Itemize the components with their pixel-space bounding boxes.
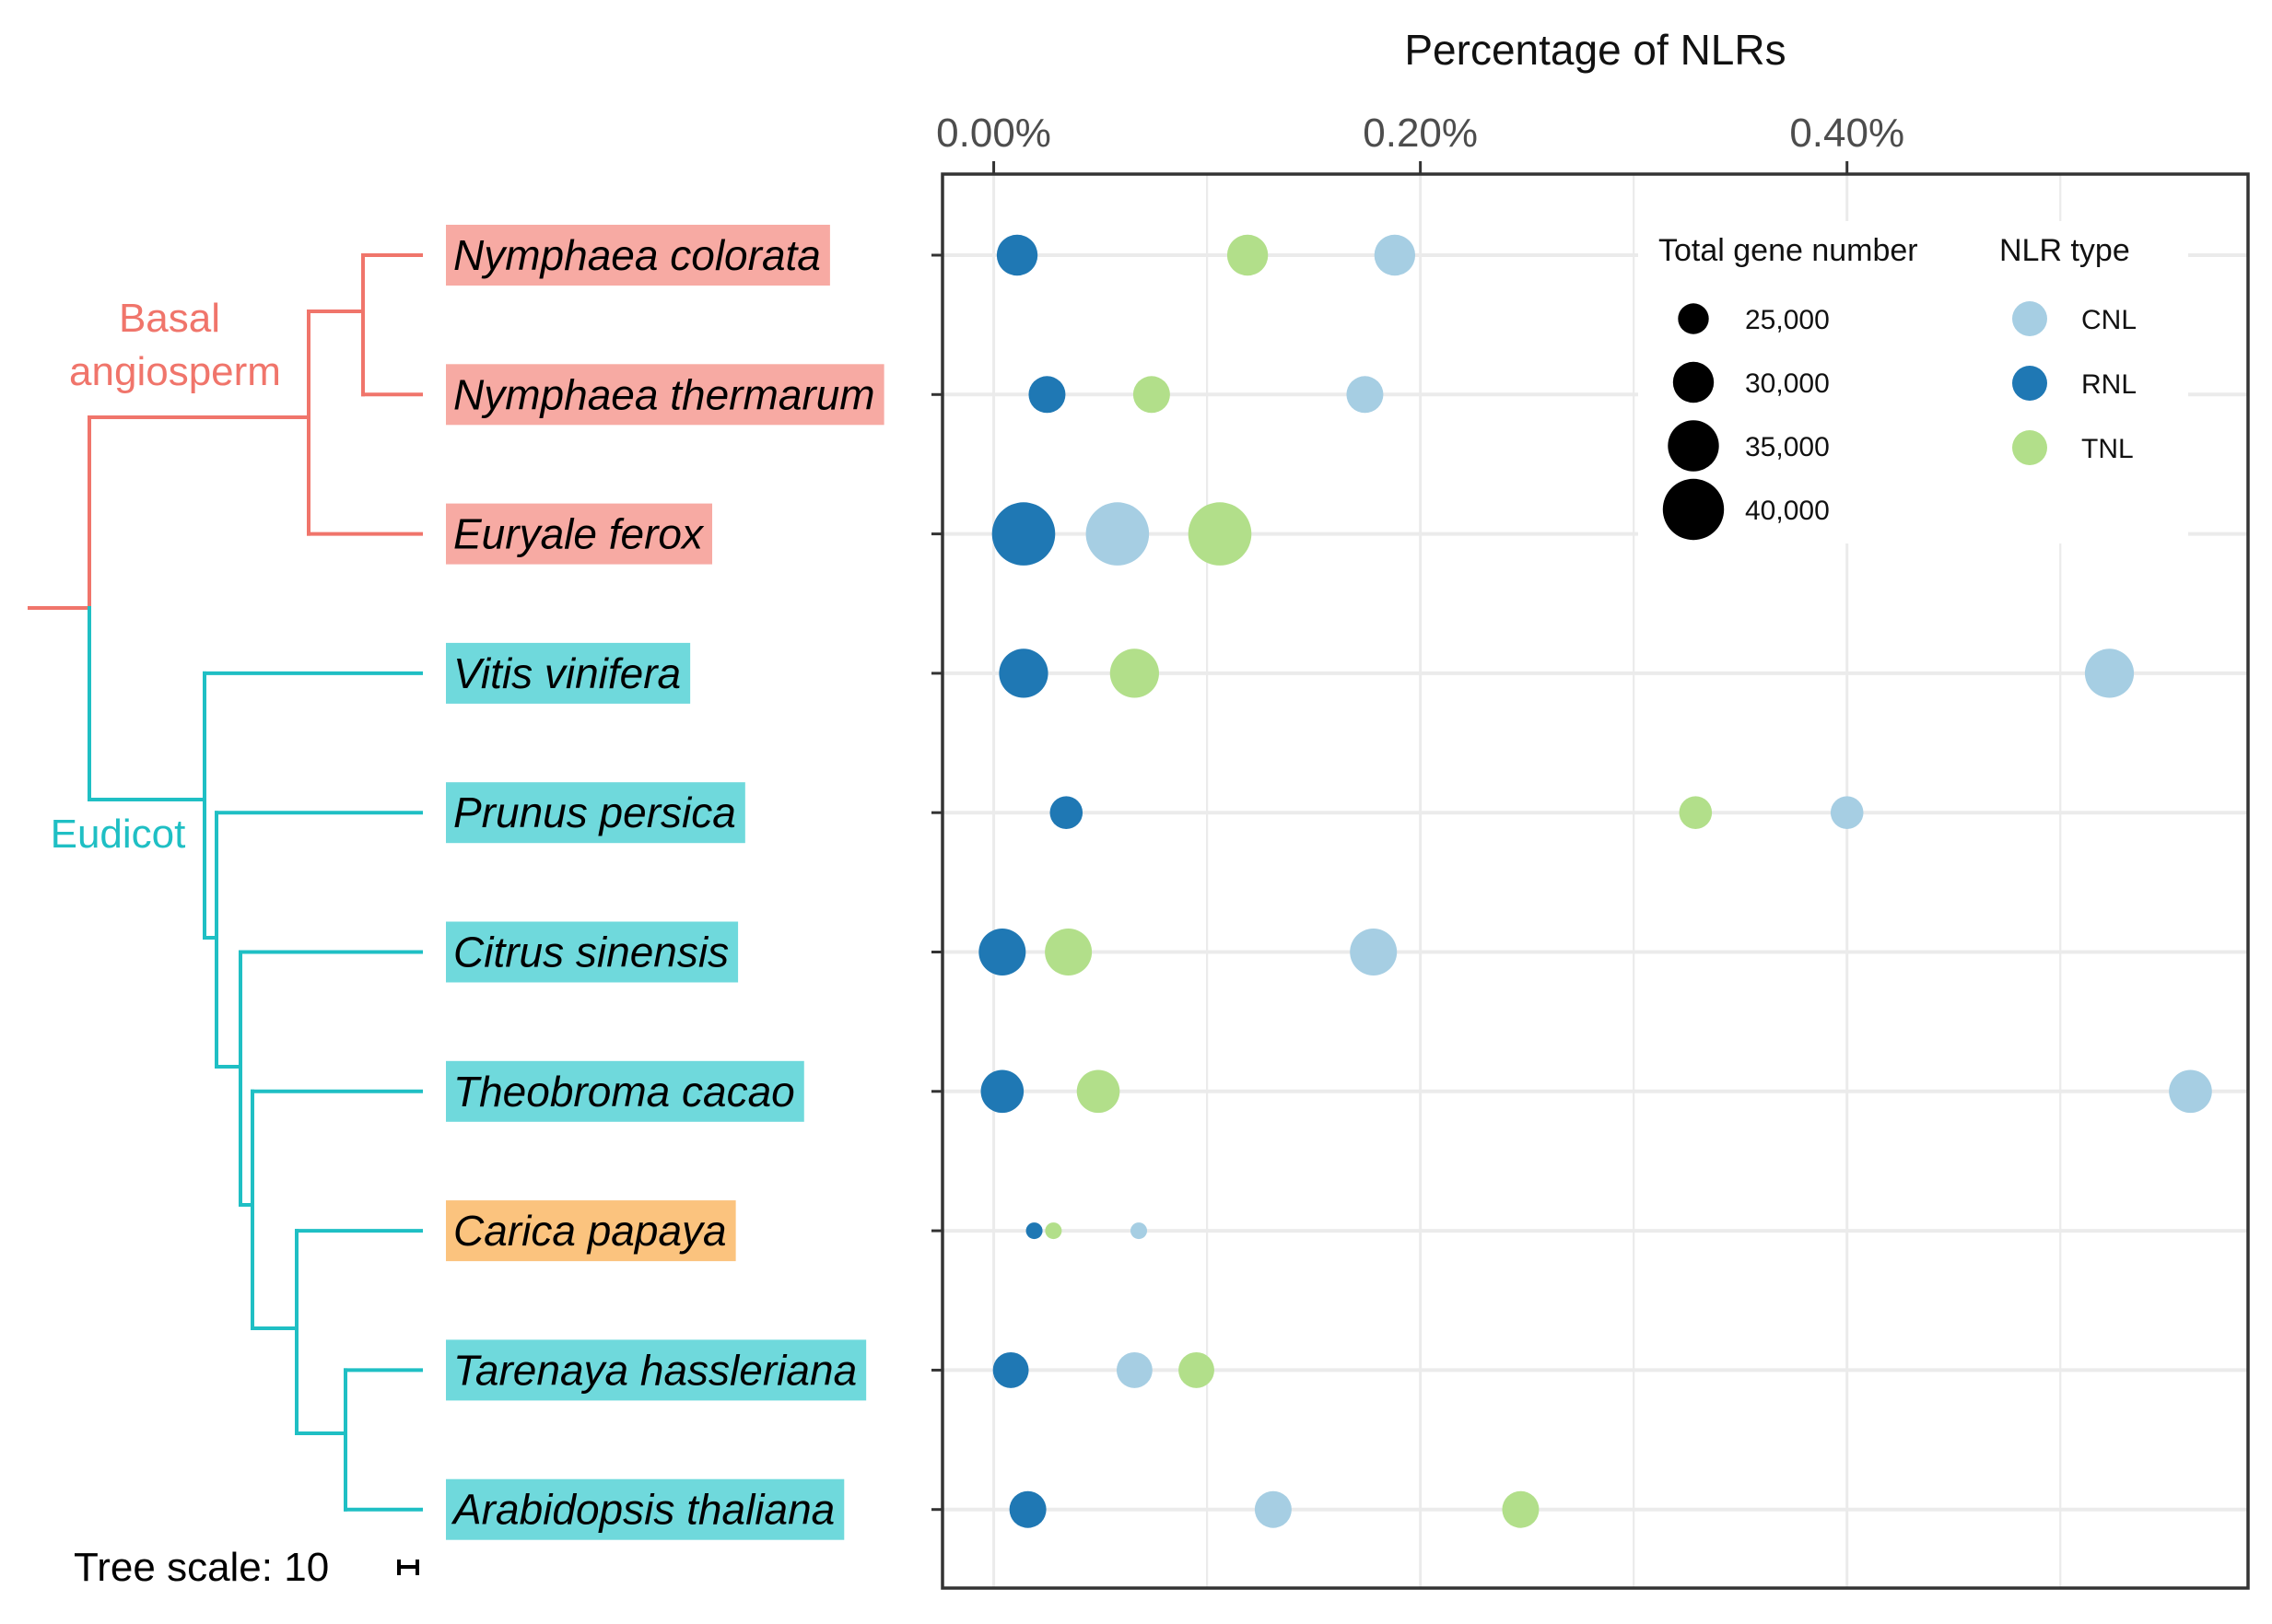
species-label-highlight <box>446 782 745 844</box>
point-cnl-theobroma-cacao <box>2169 1069 2212 1114</box>
point-cnl-carica-papaya <box>1130 1222 1148 1240</box>
dot-plot: 0.00% 0.20% 0.40%Percentage of NLRs <box>931 26 2250 1590</box>
species-label-group: Carica papaya <box>446 1200 736 1262</box>
point-tnl-euryale-ferox <box>1188 502 1252 566</box>
species-label: Tarenaya hassleriana <box>453 1346 857 1394</box>
point-rnl-citrus-sinensis <box>978 929 1026 976</box>
species-label-highlight <box>446 503 713 565</box>
species-label-highlight <box>446 225 830 286</box>
species-label-group: Nymphaea colorata <box>446 225 830 286</box>
species-label-group: Prunus persica <box>446 782 745 844</box>
species-label: Citrus sinensis <box>453 929 729 976</box>
point-tnl-tarenaya-hassleriana <box>1178 1351 1214 1388</box>
point-tnl-nymphaea-colorata <box>1226 234 1269 276</box>
x-tick-label: 0.00% <box>936 111 1051 156</box>
point-cnl-nymphaea-colorata <box>1374 234 1416 276</box>
species-label-highlight <box>446 1339 867 1401</box>
x-tick-label: 0.20% <box>1363 111 1478 156</box>
point-tnl-nymphaea-thermarum <box>1132 376 1170 414</box>
point-cnl-citrus-sinensis <box>1350 929 1398 976</box>
point-rnl-prunus-persica <box>1049 796 1083 829</box>
point-cnl-euryale-ferox <box>1085 502 1150 566</box>
phylogenetic-tree: Basal angiosperm Eudicot Tree scale: 10 <box>28 253 423 1590</box>
color-legend-key <box>2012 366 2047 401</box>
point-rnl-carica-papaya <box>1025 1222 1043 1240</box>
species-label-highlight <box>446 1060 804 1122</box>
species-label: Nymphaea colorata <box>453 231 821 279</box>
data-points <box>978 234 2212 1528</box>
species-label-highlight <box>446 921 739 983</box>
species-label-highlight <box>446 642 691 704</box>
size-legend-key <box>1662 478 1725 541</box>
clade-label-basal-line1: Basal <box>119 296 220 341</box>
species-label-group: Vitis vinifera <box>446 642 691 704</box>
color-legend-label: CNL <box>2081 305 2137 335</box>
point-tnl-arabidopsis-thaliana <box>1502 1490 1540 1528</box>
color-legend-label: RNL <box>2081 369 2137 400</box>
point-tnl-prunus-persica <box>1679 796 1713 829</box>
point-rnl-theobroma-cacao <box>980 1069 1025 1114</box>
point-rnl-nymphaea-colorata <box>996 234 1038 276</box>
species-label-group: Nymphaea thermarum <box>446 364 884 426</box>
species-label-group: Arabidopsis thaliana <box>446 1478 845 1540</box>
point-rnl-euryale-ferox <box>991 502 1056 566</box>
color-legend-key <box>2012 430 2047 465</box>
legend: Total gene number 25,000 30,000 35,000 40,00… <box>1638 221 2188 543</box>
panel-border <box>941 172 2250 1590</box>
point-cnl-prunus-persica <box>1830 796 1864 829</box>
species-label: Prunus persica <box>453 789 736 836</box>
species-label-group: Euryale ferox <box>446 503 713 565</box>
y-axis-ticks <box>931 253 943 1512</box>
species-label-group: Citrus sinensis <box>446 921 739 983</box>
size-legend-label: 30,000 <box>1745 368 1830 399</box>
species-label-highlight <box>446 1200 736 1262</box>
size-legend-label: 40,000 <box>1745 496 1830 526</box>
species-label-highlight <box>446 1478 845 1540</box>
point-tnl-theobroma-cacao <box>1076 1069 1120 1114</box>
species-label: Carica papaya <box>453 1207 727 1255</box>
clade-label-eudicot: Eudicot <box>51 812 186 857</box>
species-label: Euryale ferox <box>453 510 705 558</box>
size-legend-label: 25,000 <box>1745 305 1830 335</box>
point-rnl-nymphaea-thermarum <box>1028 376 1066 414</box>
species-label-highlight <box>446 364 884 426</box>
point-rnl-arabidopsis-thaliana <box>1009 1490 1047 1528</box>
x-tick-label: 0.40% <box>1789 111 1904 156</box>
clade-label-basal-line2: angiosperm <box>69 349 281 394</box>
species-label: Nymphaea thermarum <box>453 370 875 418</box>
x-axis-top: 0.00% 0.20% 0.40% <box>936 111 1904 174</box>
species-label-column: Nymphaea colorata Nymphaea thermarum Eurya… <box>446 225 884 1540</box>
point-rnl-vitis-vinifera <box>999 648 1048 698</box>
color-legend-key <box>2012 301 2047 336</box>
size-legend-key <box>1672 361 1715 403</box>
point-tnl-citrus-sinensis <box>1045 929 1093 976</box>
point-cnl-vitis-vinifera <box>2084 648 2135 698</box>
point-cnl-tarenaya-hassleriana <box>1116 1351 1153 1388</box>
species-label-group: Tarenaya hassleriana <box>446 1339 867 1401</box>
color-legend-title: NLR type <box>1999 233 2130 268</box>
x-axis-title: Percentage of NLRs <box>1404 26 1786 74</box>
point-tnl-vitis-vinifera <box>1109 648 1159 698</box>
tree-scale-label: Tree scale: 10 <box>74 1545 329 1590</box>
species-label: Arabidopsis thaliana <box>451 1486 835 1534</box>
species-label: Theobroma cacao <box>453 1068 795 1116</box>
size-legend-label: 35,000 <box>1745 432 1830 462</box>
size-legend-key <box>1668 420 1719 472</box>
species-label: Vitis vinifera <box>453 649 681 697</box>
point-cnl-arabidopsis-thaliana <box>1254 1490 1292 1528</box>
point-rnl-tarenaya-hassleriana <box>992 1351 1029 1388</box>
size-legend-key <box>1678 303 1709 334</box>
color-legend-label: TNL <box>2081 434 2134 464</box>
point-tnl-carica-papaya <box>1045 1222 1062 1240</box>
size-legend-title: Total gene number <box>1658 233 1918 268</box>
horizontal-gridlines <box>943 253 2248 1512</box>
species-label-group: Theobroma cacao <box>446 1060 804 1122</box>
point-cnl-nymphaea-thermarum <box>1346 376 1384 414</box>
